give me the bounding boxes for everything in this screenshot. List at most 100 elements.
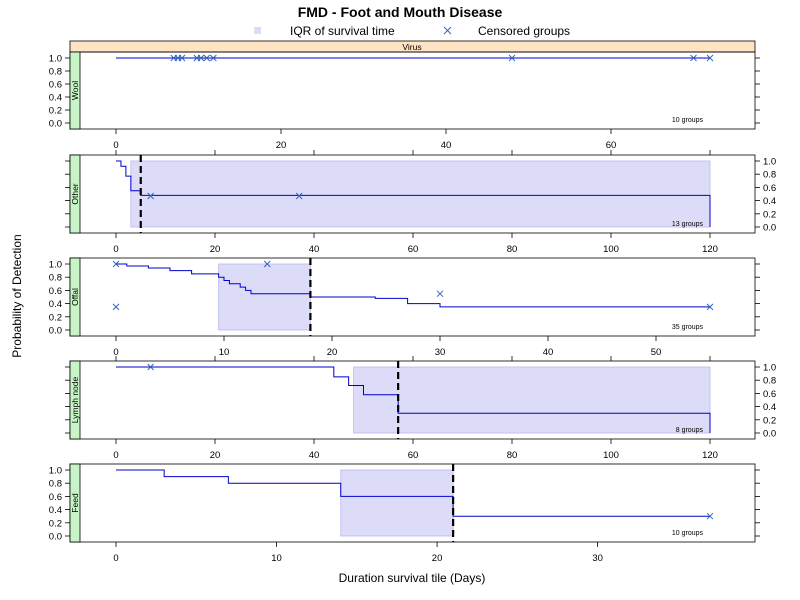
censored-marker <box>690 54 697 62</box>
groups-count-label: 35 groups <box>672 324 704 331</box>
y-tick-label: 0.4 <box>49 93 62 104</box>
y-tick-label: 0.0 <box>49 326 62 337</box>
y-tick-label: 0.2 <box>49 518 62 529</box>
legend: IQR of survival time Censored groups <box>254 24 570 38</box>
x-tick-label: 100 <box>603 450 619 461</box>
panel-frame <box>69 257 756 337</box>
y-tick-label: 0.8 <box>49 67 62 78</box>
x-tick-label: 30 <box>435 347 446 358</box>
panel-strip <box>69 360 81 440</box>
x-tick-label: 120 <box>702 244 718 255</box>
censored-marker <box>147 363 155 371</box>
panel-strip-label: Other <box>70 183 80 204</box>
y-tick-label: 0.0 <box>49 119 62 130</box>
panel-strip-label: Feed <box>70 493 80 513</box>
x-tick-label: 120 <box>702 450 718 461</box>
censored-marker <box>209 54 217 62</box>
censored-marker <box>263 260 271 268</box>
x-tick-label: 30 <box>592 553 603 564</box>
panel-strip <box>69 463 81 543</box>
groups-count-label: 8 groups <box>676 427 704 434</box>
censored-marker <box>706 303 714 311</box>
x-tick-label: 0 <box>113 140 118 151</box>
y-tick-label: 0.8 <box>49 273 62 284</box>
censored-marker <box>706 54 714 62</box>
y-tick-label: 0.0 <box>763 223 776 234</box>
groups-count-label: 10 groups <box>672 530 704 537</box>
y-tick-label: 0.6 <box>763 389 776 400</box>
strip-virus-label: Virus <box>402 42 421 52</box>
censored-marker <box>508 54 516 62</box>
y-tick-label: 0.2 <box>763 415 776 426</box>
legend-censored-label: Censored groups <box>478 24 570 38</box>
censored-marker <box>203 54 211 62</box>
y-tick-label: 0.6 <box>49 80 62 91</box>
y-tick-label: 0.8 <box>763 170 776 181</box>
x-tick-label: 40 <box>441 140 452 151</box>
iqr-band <box>340 469 454 537</box>
panel-other: Other 13 groups 0.0 0.2 0.4 0.6 0.8 1.0 0 20 40 60 8… <box>65 150 776 255</box>
y-tick-label: 0.0 <box>763 429 776 440</box>
x-tick-label: 40 <box>309 450 320 461</box>
legend-iqr-swatch <box>254 27 261 34</box>
y-tick-label: 1.0 <box>49 54 62 65</box>
y-tick-label: 0.4 <box>763 402 776 413</box>
censored-marker <box>112 303 120 311</box>
y-tick-label: 0.2 <box>49 312 62 323</box>
y-tick-label: 0.8 <box>763 376 776 387</box>
x-axis-label: Duration survival tile (Days) <box>339 571 486 585</box>
x-tick-label: 60 <box>606 140 617 151</box>
censored-marker <box>112 260 120 268</box>
iqr-band <box>218 263 311 331</box>
x-tick-label: 80 <box>507 244 518 255</box>
x-tick-label: 20 <box>327 347 338 358</box>
x-tick-label: 20 <box>432 553 443 564</box>
legend-iqr-label: IQR of survival time <box>290 24 395 38</box>
panel-frame <box>69 51 756 130</box>
panels: Wool 10 groups 0.0 0.2 0.4 0.6 0.8 1.0 0 20 40 60 Ot… <box>49 51 776 564</box>
legend-censored-marker <box>443 26 452 35</box>
survival-step-line <box>116 160 711 227</box>
survival-step-line <box>116 366 711 433</box>
panel-wool: Wool 10 groups 0.0 0.2 0.4 0.6 0.8 1.0 0 20 40 60 <box>49 51 760 151</box>
x-tick-label: 20 <box>276 140 287 151</box>
y-tick-label: 1.0 <box>49 466 62 477</box>
x-tick-label: 60 <box>408 244 419 255</box>
x-tick-label: 100 <box>603 244 619 255</box>
censored-marker <box>178 54 186 62</box>
y-tick-label: 0.6 <box>49 492 62 503</box>
x-tick-label: 80 <box>507 450 518 461</box>
y-tick-label: 0.4 <box>763 196 776 207</box>
panel-strip-label: Offal <box>70 288 80 306</box>
x-tick-label: 0 <box>113 553 118 564</box>
chart-title: FMD - Foot and Mouth Disease <box>298 4 503 20</box>
censored-marker <box>295 192 303 200</box>
iqr-band <box>353 366 711 434</box>
x-tick-label: 0 <box>113 450 118 461</box>
y-tick-label: 0.6 <box>763 183 776 194</box>
y-tick-label: 0.6 <box>49 286 62 297</box>
groups-count-label: 10 groups <box>672 117 704 124</box>
y-axis-label: Probability of Detection <box>10 234 24 357</box>
panel-strip-label: Lymph node <box>70 376 80 423</box>
x-tick-label: 0 <box>113 347 118 358</box>
x-tick-label: 10 <box>271 553 282 564</box>
censored-marker <box>147 192 155 200</box>
iqr-band <box>130 160 711 228</box>
y-tick-label: 1.0 <box>763 363 776 374</box>
panel-strip-label: Wool <box>70 81 80 100</box>
panel-lymph-node: Lymph node 8 groups 0.0 0.2 0.4 0.6 0.8 1.0 0 20 4… <box>65 356 776 461</box>
x-tick-label: 40 <box>309 244 320 255</box>
censored-marker <box>197 54 205 62</box>
x-tick-label: 50 <box>651 347 662 358</box>
x-tick-label: 10 <box>219 347 230 358</box>
survival-step-line <box>116 263 710 308</box>
x-tick-label: 20 <box>210 450 221 461</box>
panel-strip <box>69 154 81 234</box>
censored-marker <box>436 290 444 298</box>
y-tick-label: 1.0 <box>763 157 776 168</box>
panel-feed: Feed 10 groups 0.0 0.2 0.4 0.6 0.8 1.0 0 10 20 30 <box>49 463 760 564</box>
y-tick-label: 0.4 <box>49 299 62 310</box>
x-tick-label: 0 <box>113 244 118 255</box>
